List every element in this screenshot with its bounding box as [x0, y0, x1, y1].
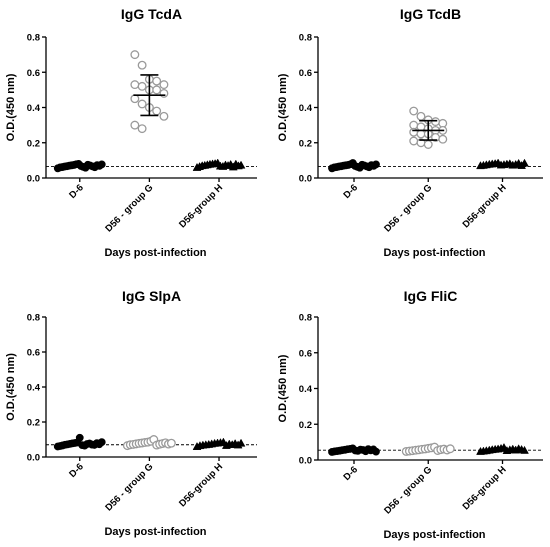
y-axis-label: O.D.(450 nm) — [277, 73, 289, 141]
chart-title: IgG FliC — [404, 288, 458, 304]
data-point — [130, 50, 140, 60]
y-tick-label: 0.0 — [299, 174, 312, 185]
data-point — [372, 447, 380, 456]
data-point — [75, 433, 84, 442]
x-tick-label: D56-group H — [177, 182, 225, 230]
x-axis-label: Days post-infection — [104, 526, 206, 538]
data-point — [431, 117, 440, 127]
data-point — [416, 129, 426, 139]
y-tick-label: 0.8 — [27, 313, 40, 324]
data-point — [236, 438, 246, 447]
x-tick-label: D-6 — [342, 464, 361, 483]
x-tick-label: D56 - group G — [382, 182, 434, 234]
data-point — [159, 80, 169, 90]
data-point — [159, 88, 169, 98]
y-tick-label: 0.0 — [299, 456, 312, 467]
y-tick-label: 0.8 — [27, 33, 40, 44]
x-tick-label: D56-group H — [461, 464, 509, 512]
chart-panel-0: IgG TcdA 0.0 0.2 0.4 0.6 0.8 O.D.(450 nm) D-6 D5… — [5, 6, 257, 259]
data-point — [445, 444, 455, 454]
y-axis-label: O.D.(450 nm) — [5, 73, 17, 141]
data-point — [166, 438, 176, 448]
x-tick-label: D-6 — [67, 182, 86, 201]
data-point — [416, 111, 426, 121]
y-tick-label: 0.0 — [27, 174, 40, 185]
data-point — [137, 124, 147, 134]
data-point — [520, 158, 529, 167]
data-point — [159, 111, 169, 121]
chart-title: IgG SlpA — [122, 288, 181, 304]
data-point — [236, 160, 246, 169]
data-point — [130, 80, 140, 90]
chart-title: IgG TcdB — [400, 6, 461, 22]
chart-panel-3: IgG FliC 0.0 0.2 0.4 0.6 0.8 O.D.(450 nm) D-6 D5… — [277, 288, 543, 541]
data-point — [137, 60, 147, 70]
y-tick-label: 0.6 — [27, 348, 40, 359]
y-tick-label: 0.4 — [299, 384, 313, 395]
data-point — [520, 445, 529, 454]
x-tick-label: D-6 — [67, 461, 86, 480]
data-point — [152, 106, 162, 116]
y-tick-label: 0.4 — [299, 103, 313, 114]
y-tick-label: 0.2 — [27, 138, 40, 149]
x-axis-label: Days post-infection — [383, 529, 485, 541]
data-point — [409, 136, 419, 146]
data-point — [372, 160, 380, 169]
y-tick-label: 0.6 — [299, 348, 312, 359]
data-point — [152, 85, 162, 95]
chart-panel-2: IgG SlpA 0.0 0.2 0.4 0.6 0.8 O.D.(450 nm) D-6 D5… — [5, 288, 257, 538]
data-point — [409, 127, 419, 137]
x-tick-label: D56 - group G — [103, 461, 155, 513]
y-tick-label: 0.2 — [299, 420, 312, 431]
x-axis-label: Days post-infection — [104, 247, 206, 259]
y-tick-label: 0.2 — [27, 418, 40, 429]
data-point — [130, 120, 140, 130]
y-tick-label: 0.4 — [27, 383, 41, 394]
y-tick-label: 0.8 — [299, 33, 312, 44]
data-point — [423, 140, 433, 149]
x-tick-label: D56-group H — [177, 461, 225, 509]
data-point — [97, 438, 106, 447]
x-tick-label: D-6 — [342, 182, 361, 201]
chart-title: IgG TcdA — [121, 6, 182, 22]
y-axis-label: O.D.(450 nm) — [277, 354, 289, 422]
y-tick-label: 0.6 — [27, 68, 40, 79]
y-axis-label: O.D.(450 nm) — [5, 353, 17, 421]
y-tick-label: 0.2 — [299, 138, 312, 149]
data-point — [137, 81, 147, 91]
x-tick-label: D56 - group G — [103, 182, 155, 234]
chart-panel-1: IgG TcdB 0.0 0.2 0.4 0.6 0.8 O.D.(450 nm) D-6 D5… — [277, 6, 543, 259]
y-tick-label: 0.8 — [299, 313, 312, 324]
data-point — [152, 76, 162, 86]
data-point — [409, 106, 419, 116]
x-tick-label: D56 - group G — [382, 464, 434, 516]
x-tick-label: D56-group H — [461, 182, 509, 230]
data-point — [438, 134, 448, 144]
data-point — [130, 94, 140, 104]
y-tick-label: 0.0 — [27, 453, 40, 464]
y-tick-label: 0.4 — [27, 103, 41, 114]
x-axis-label: Days post-infection — [383, 247, 485, 259]
data-point — [97, 160, 106, 169]
data-point — [137, 99, 147, 109]
y-tick-label: 0.6 — [299, 68, 312, 79]
